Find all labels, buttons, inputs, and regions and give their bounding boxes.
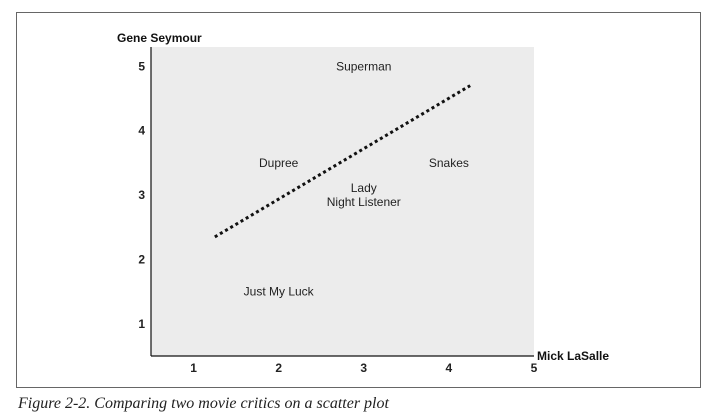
point-label: Snakes [429, 156, 469, 170]
figure-frame [16, 12, 701, 388]
point-label: Dupree [259, 156, 299, 170]
y-tick-label: 3 [138, 188, 145, 202]
x-tick-label: 2 [275, 361, 282, 375]
scatter-chart: 1 2 3 4 5 1 2 3 4 5 Gene Seymour Mick LaSalle Superm… [117, 31, 609, 375]
figure-caption: Figure 2-2. Comparing two movie critics … [18, 395, 389, 412]
x-tick-label: 4 [446, 361, 453, 375]
y-axis-title: Gene Seymour [117, 31, 202, 45]
y-tick-label: 2 [138, 252, 145, 266]
y-tick-label: 1 [138, 317, 145, 331]
x-tick-label: 5 [531, 361, 538, 375]
y-tick-label: 5 [138, 59, 145, 73]
x-tick-label: 1 [190, 361, 197, 375]
point-label: Superman [336, 59, 391, 73]
plot-area [151, 47, 534, 356]
trend-line [214, 84, 471, 239]
y-tick-label: 4 [138, 124, 145, 138]
x-axis-title: Mick LaSalle [537, 349, 609, 363]
point-label: Lady Night Listener [327, 181, 401, 209]
x-tick-label: 3 [360, 361, 367, 375]
point-label: Just My Luck [244, 285, 315, 299]
